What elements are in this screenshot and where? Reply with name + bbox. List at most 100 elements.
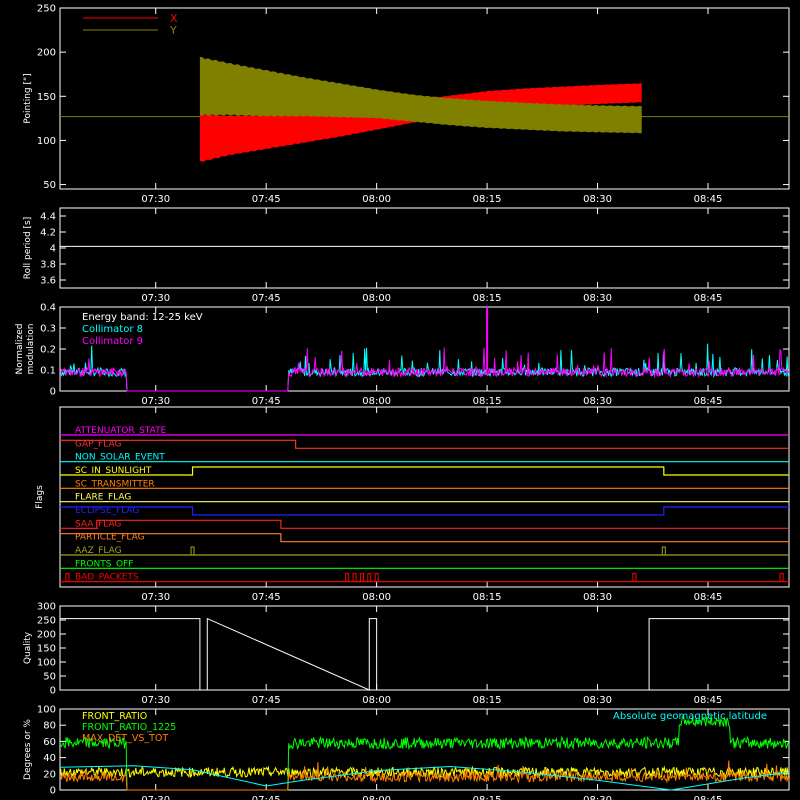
x-tick-label: 08:15	[473, 795, 502, 800]
y-tick-label: 0.4	[40, 303, 56, 314]
x-tick-label: 08:45	[694, 795, 723, 800]
energy-band-annotation: Energy band: 12-25 keV	[82, 312, 203, 323]
legend-label: X	[170, 12, 178, 25]
x-tick-label: 08:00	[362, 293, 391, 304]
plot-frame	[59, 708, 790, 791]
y-tick-label: 0.2	[40, 345, 56, 356]
x-tick-label: 07:45	[252, 194, 281, 205]
y-tick-label: 60	[43, 737, 56, 748]
x-tick-label: 08:15	[473, 695, 502, 706]
flag-label: FRONTS_OFF	[75, 559, 133, 569]
flag-label: NON_SOLAR_EVENT	[75, 453, 165, 463]
x-tick-label: 07:45	[252, 592, 281, 603]
x-tick-label: 07:30	[141, 293, 170, 304]
x-tick-label: 08:45	[694, 396, 723, 407]
x-tick-label: 07:45	[252, 293, 281, 304]
legend-label: FRONT_RATIO	[82, 711, 147, 722]
flag-label: AAZ_FLAG	[75, 546, 122, 556]
flag-pulse	[352, 573, 357, 582]
flag-label: PARTICLE_FLAG	[75, 533, 145, 543]
legend-label: Collimator 9	[82, 336, 143, 347]
y-tick-label: 0	[50, 786, 56, 797]
flag-trace	[60, 466, 789, 476]
x-tick-label: 07:30	[141, 795, 170, 800]
pointing-band-y	[199, 56, 642, 134]
y-tick-label: 150	[37, 92, 56, 103]
x-tick-label: 08:00	[362, 592, 391, 603]
x-tick-label: 08:15	[473, 396, 502, 407]
y-tick-label: 40	[43, 753, 56, 764]
y-tick-label: 0.1	[40, 366, 56, 377]
x-tick-label: 07:45	[252, 396, 281, 407]
flag-pulse	[359, 573, 364, 582]
y-tick-label: 200	[37, 48, 56, 59]
flag-pulse	[345, 573, 350, 582]
x-tick-label: 08:45	[694, 293, 723, 304]
flag-trace	[60, 439, 789, 449]
y-tick-label: 50	[43, 180, 56, 191]
y-tick-label: 4.2	[40, 228, 56, 239]
geomagnetic-latitude-label: Absolute geomagnetic latitude	[613, 711, 767, 722]
x-tick-label: 08:30	[583, 293, 612, 304]
flag-pulse	[632, 573, 637, 582]
y-axis-label: Flags	[35, 485, 45, 509]
panel-4: 07:30 07:45 08:00 08:15 08:30 08:45 Flags ATTEN…	[35, 406, 790, 603]
flag-label: SC_IN_SUNLIGHT	[75, 466, 152, 476]
y-tick-label: 20	[43, 769, 56, 780]
x-tick-label: 08:30	[583, 592, 612, 603]
flag-pulse	[661, 546, 666, 555]
flag-label: BAD_PACKETS	[75, 573, 139, 583]
pointing-band-x	[199, 83, 642, 162]
y-tick-label: 50	[43, 672, 56, 683]
y-tick-label: 100	[37, 136, 56, 147]
panel-6: 07:30 07:45 08:00 08:15 08:30 08:45 0 20 40 60 80 1…	[23, 705, 790, 800]
y-tick-label: 3.8	[40, 260, 56, 271]
flag-trace	[60, 533, 789, 543]
x-tick-label: 08:00	[362, 396, 391, 407]
y-axis-label: modulation	[26, 324, 36, 375]
y-tick-label: 80	[43, 721, 56, 732]
x-tick-label: 08:00	[362, 695, 391, 706]
flag-pulse	[374, 573, 379, 582]
y-tick-label: 4.4	[40, 212, 56, 223]
y-tick-label: 200	[37, 630, 56, 641]
x-tick-label: 07:30	[141, 194, 170, 205]
quality-trace	[60, 617, 789, 691]
x-tick-label: 07:30	[141, 396, 170, 407]
x-tick-label: 08:15	[473, 194, 502, 205]
panel-3: 07:30 07:45 08:00 08:15 08:30 08:45 0 0.1 0.2 0.3…	[15, 303, 790, 407]
y-tick-label: 4	[50, 244, 56, 255]
y-axis-label: Pointing ["]	[23, 73, 33, 123]
flag-pulse	[65, 573, 70, 582]
x-tick-label: 08:30	[583, 695, 612, 706]
modulation-trace-9	[60, 347, 789, 392]
flag-pulse	[190, 546, 195, 555]
panel-5: 07:30 07:45 08:00 08:15 08:30 08:45 0 50 100 150 2…	[23, 602, 790, 706]
legend-label: Y	[169, 24, 177, 37]
x-tick-label: 08:30	[583, 194, 612, 205]
y-tick-label: 0	[50, 387, 56, 398]
y-tick-label: 250	[37, 4, 56, 15]
flag-label: SC_TRANSMITTER	[75, 479, 155, 489]
x-tick-label: 07:30	[141, 695, 170, 706]
y-tick-label: 300	[37, 602, 56, 613]
x-tick-label: 07:45	[252, 795, 281, 800]
flag-trace	[60, 519, 789, 529]
panel-2: 07:30 07:45 08:00 08:15 08:30 08:45 3.6 3.8 4 4.2…	[23, 207, 790, 304]
plot-frame	[59, 406, 790, 588]
legend-label: Collimator 8	[82, 324, 143, 335]
legend-label: MAX_DET_VS_TOT	[82, 733, 168, 744]
y-tick-label: 100	[37, 658, 56, 669]
trace-front-ratio	[60, 765, 790, 779]
x-tick-label: 07:30	[141, 592, 170, 603]
y-tick-label: 0.3	[40, 324, 56, 335]
x-tick-label: 08:15	[473, 293, 502, 304]
y-tick-label: 250	[37, 616, 56, 627]
y-tick-label: 100	[37, 705, 56, 716]
x-tick-label: 07:45	[252, 695, 281, 706]
plot-frame	[59, 7, 790, 190]
y-tick-label: 0	[50, 686, 56, 697]
x-tick-label: 08:15	[473, 592, 502, 603]
x-tick-label: 08:00	[362, 194, 391, 205]
